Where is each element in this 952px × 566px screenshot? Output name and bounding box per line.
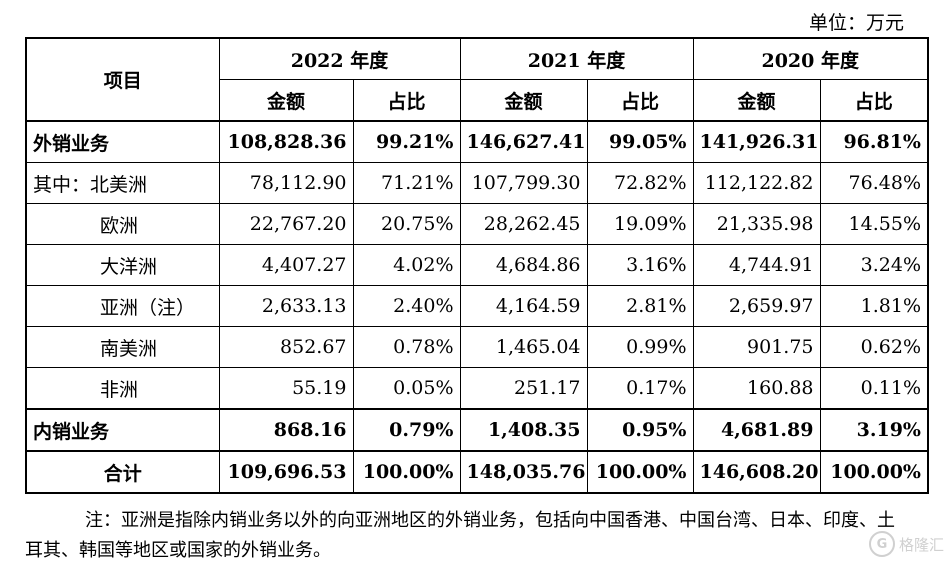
amount-cell: 148,035.76 — [459, 450, 588, 494]
amount-cell: 112,122.82 — [692, 162, 821, 204]
table-row: 非洲 55.19 0.05% 251.17 0.17% 160.88 0.11% — [25, 367, 929, 410]
table-row: 南美洲 852.67 0.78% 1,465.04 0.99% 901.75 0.62% — [25, 326, 929, 368]
ratio-cell: 0.95% — [586, 408, 694, 452]
ratio-cell: 100.00% — [352, 450, 461, 494]
amount-cell: 107,799.30 — [459, 162, 588, 204]
ratio-cell: 3.24% — [819, 244, 929, 286]
ratio-cell: 0.99% — [586, 326, 694, 368]
amount-cell: 141,926.31 — [692, 120, 821, 163]
ratio-cell: 20.75% — [352, 203, 461, 245]
amount-cell: 108,828.36 — [218, 120, 354, 163]
table-row: 大洋洲 4,407.27 4.02% 4,684.86 3.16% 4,744.91 3.2… — [25, 244, 929, 286]
row-label: 大洋洲 — [25, 244, 220, 286]
ratio-cell: 2.40% — [352, 285, 461, 327]
amount-cell: 4,407.27 — [218, 244, 354, 286]
unit-label: 单位：万元 — [808, 12, 904, 34]
amount-cell: 78,112.90 — [218, 162, 354, 204]
watermark: G 格隆汇 — [868, 531, 944, 557]
amount-cell: 868.16 — [218, 408, 354, 452]
amount-cell: 22,767.20 — [218, 203, 354, 245]
ratio-cell: 0.62% — [819, 326, 929, 368]
amount-cell: 28,262.45 — [459, 203, 588, 245]
table-row: 其中：北美洲 78,112.90 71.21% 107,799.30 72.82% 112… — [25, 162, 929, 204]
amount-cell: 4,684.86 — [459, 244, 588, 286]
header-year-2020: 2020 年度 — [692, 37, 929, 80]
ratio-cell: 2.81% — [586, 285, 694, 327]
table-row: 合计 109,696.53 100.00% 148,035.76 100.00% 146,… — [25, 450, 929, 494]
header-ratio: 占比 — [586, 79, 694, 122]
ratio-cell: 100.00% — [819, 450, 929, 494]
row-label: 亚洲（注） — [25, 285, 220, 327]
row-label: 内销业务 — [25, 408, 220, 452]
amount-cell: 852.67 — [218, 326, 354, 368]
table-row: 亚洲（注） 2,633.13 2.40% 4,164.59 2.81% 2,659.97 1… — [25, 285, 929, 327]
ratio-cell: 99.21% — [352, 120, 461, 163]
ratio-cell: 100.00% — [586, 450, 694, 494]
amount-cell: 21,335.98 — [692, 203, 821, 245]
amount-cell: 1,465.04 — [459, 326, 588, 368]
ratio-cell: 1.81% — [819, 285, 929, 327]
amount-cell: 160.88 — [692, 367, 821, 410]
ratio-cell: 72.82% — [586, 162, 694, 204]
ratio-cell: 71.21% — [352, 162, 461, 204]
amount-cell: 1,408.35 — [459, 408, 588, 452]
amount-cell: 251.17 — [459, 367, 588, 410]
amount-cell: 109,696.53 — [218, 450, 354, 494]
amount-cell: 2,633.13 — [218, 285, 354, 327]
amount-cell: 901.75 — [692, 326, 821, 368]
table-row: 外销业务 108,828.36 99.21% 146,627.41 99.05% 141,… — [25, 120, 929, 163]
header-year-2022: 2022 年度 — [218, 37, 461, 80]
ratio-cell: 0.11% — [819, 367, 929, 410]
footnote: 注：亚洲是指除内销业务以外的向亚洲地区的外销业务，包括向中国香港、中国台湾、日本… — [25, 510, 895, 561]
watermark-text: 格隆汇 — [898, 535, 944, 554]
amount-cell: 55.19 — [218, 367, 354, 410]
ratio-cell: 96.81% — [819, 120, 929, 163]
amount-cell: 4,681.89 — [692, 408, 821, 452]
row-label: 南美洲 — [25, 326, 220, 368]
ratio-cell: 4.02% — [352, 244, 461, 286]
amount-cell: 146,627.41 — [459, 120, 588, 163]
ratio-cell: 76.48% — [819, 162, 929, 204]
ratio-cell: 0.78% — [352, 326, 461, 368]
amount-cell: 146,608.20 — [692, 450, 821, 494]
header-ratio: 占比 — [819, 79, 929, 122]
row-label: 欧洲 — [25, 203, 220, 245]
ratio-cell: 14.55% — [819, 203, 929, 245]
ratio-cell: 3.19% — [819, 408, 929, 452]
row-label: 其中：北美洲 — [25, 162, 220, 204]
ratio-cell: 19.09% — [586, 203, 694, 245]
row-label: 非洲 — [25, 367, 220, 410]
amount-cell: 2,659.97 — [692, 285, 821, 327]
ratio-cell: 3.16% — [586, 244, 694, 286]
regional-revenue-table: 项目 2022 年度 2021 年度 2020 年度 金额 占比 金额 占比 金… — [25, 37, 929, 494]
ratio-cell: 0.05% — [352, 367, 461, 410]
amount-cell: 4,164.59 — [459, 285, 588, 327]
header-year-2021: 2021 年度 — [459, 37, 694, 80]
row-label: 合计 — [25, 450, 220, 494]
header-ratio: 占比 — [352, 79, 461, 122]
table-row: 欧洲 22,767.20 20.75% 28,262.45 19.09% 21,335.9… — [25, 203, 929, 245]
amount-cell: 4,744.91 — [692, 244, 821, 286]
table-row: 内销业务 868.16 0.79% 1,408.35 0.95% 4,681.89 3.19… — [25, 408, 929, 452]
ratio-cell: 0.17% — [586, 367, 694, 410]
header-amount: 金额 — [692, 79, 821, 122]
row-label: 外销业务 — [25, 120, 220, 163]
watermark-logo-icon: G — [868, 531, 895, 557]
ratio-cell: 0.79% — [352, 408, 461, 452]
header-item: 项目 — [25, 37, 220, 122]
ratio-cell: 99.05% — [586, 120, 694, 163]
header-amount: 金额 — [459, 79, 588, 122]
header-amount: 金额 — [218, 79, 354, 122]
